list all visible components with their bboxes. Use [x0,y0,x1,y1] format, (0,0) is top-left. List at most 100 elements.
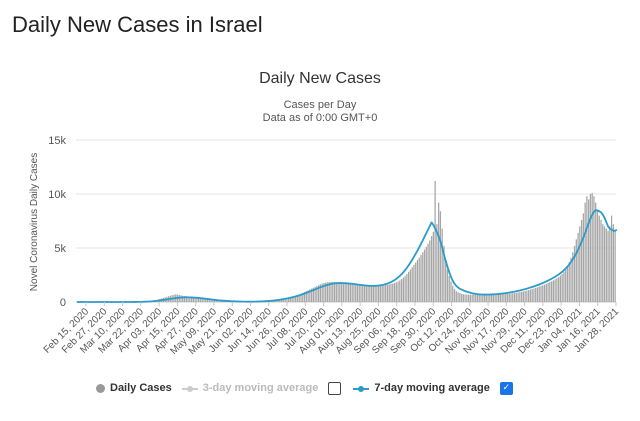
daily-cases-bar[interactable] [427,243,429,302]
daily-cases-bar[interactable] [296,295,299,302]
daily-cases-bar[interactable] [339,282,341,302]
daily-cases-bar[interactable] [542,285,544,302]
daily-cases-bar[interactable] [335,282,337,302]
daily-cases-bar[interactable] [439,211,442,302]
daily-cases-bar[interactable] [210,299,212,302]
seven-day-average-line[interactable] [76,209,618,303]
daily-cases-bar[interactable] [348,282,350,302]
daily-cases-bar[interactable] [452,285,454,302]
daily-cases-bar[interactable] [556,278,558,302]
daily-cases-bar[interactable] [332,281,334,302]
daily-cases-bar[interactable] [482,294,484,302]
daily-cases-bar[interactable] [367,285,369,302]
daily-cases-bar[interactable] [399,280,401,302]
daily-cases-bar[interactable] [566,266,569,302]
daily-cases-bar[interactable] [291,297,293,302]
daily-cases-bar[interactable] [469,294,472,302]
daily-cases-bar[interactable] [438,202,440,302]
daily-cases-bar[interactable] [609,226,611,302]
daily-cases-bar[interactable] [614,230,616,302]
daily-cases-bar[interactable] [549,282,551,302]
daily-cases-bar[interactable] [441,228,443,302]
daily-cases-bar[interactable] [554,279,556,302]
daily-cases-bar[interactable] [561,273,563,302]
daily-cases-bar[interactable] [547,282,549,302]
daily-cases-bar[interactable] [305,291,307,302]
daily-cases-bar[interactable] [510,293,512,302]
daily-cases-bar[interactable] [319,284,322,302]
daily-cases-bar[interactable] [573,245,576,302]
daily-cases-bar[interactable] [203,298,205,302]
daily-cases-bar[interactable] [483,294,486,302]
daily-cases-bar[interactable] [466,294,468,302]
daily-cases-bar[interactable] [492,294,494,302]
daily-cases-bar[interactable] [280,299,283,302]
daily-cases-bar[interactable] [517,292,519,302]
daily-cases-bar[interactable] [325,282,327,302]
daily-cases-bar[interactable] [346,282,348,302]
daily-cases-bar[interactable] [286,298,288,302]
daily-cases-bar[interactable] [522,291,524,302]
daily-cases-bar[interactable] [568,262,570,302]
daily-cases-bar[interactable] [370,285,373,302]
daily-cases-bar[interactable] [196,297,198,302]
daily-cases-bar[interactable] [503,294,505,302]
daily-cases-bar[interactable] [506,293,509,302]
daily-cases-bar[interactable] [192,297,194,302]
daily-cases-bar[interactable] [579,226,581,302]
daily-cases-bar[interactable] [326,282,329,302]
daily-cases-bar[interactable] [356,283,359,302]
daily-cases-bar[interactable] [298,294,300,302]
daily-cases-bar[interactable] [416,260,419,302]
daily-cases-bar[interactable] [558,277,560,302]
daily-cases-bar[interactable] [603,226,606,302]
daily-cases-bar[interactable] [430,236,433,302]
daily-cases-bar[interactable] [570,257,572,302]
daily-cases-bar[interactable] [605,228,607,302]
daily-cases-bar[interactable] [404,275,406,302]
daily-cases-bar[interactable] [425,246,427,302]
daily-cases-bar[interactable] [205,298,207,302]
daily-cases-bar[interactable] [490,294,493,302]
daily-cases-bar[interactable] [310,288,313,302]
daily-cases-bar[interactable] [520,291,523,302]
daily-cases-bar[interactable] [610,215,613,302]
daily-cases-bar[interactable] [282,299,284,302]
daily-cases-bar[interactable] [413,264,415,302]
daily-cases-bar[interactable] [328,282,330,302]
daily-cases-bar[interactable] [390,284,392,302]
daily-cases-bar[interactable] [505,293,507,302]
daily-cases-bar[interactable] [423,249,426,302]
daily-cases-bar[interactable] [535,287,537,302]
daily-cases-bar[interactable] [450,281,452,302]
daily-cases-bar[interactable] [302,292,304,302]
daily-cases-bar[interactable] [434,181,436,302]
daily-cases-bar[interactable] [584,202,586,302]
daily-cases-bar[interactable] [445,260,447,302]
daily-cases-bar[interactable] [309,289,311,302]
daily-cases-bar[interactable] [485,294,487,302]
daily-cases-bar[interactable] [420,255,422,302]
daily-cases-bar[interactable] [596,210,599,302]
daily-cases-bar[interactable] [277,300,279,302]
daily-cases-bar[interactable] [397,281,399,302]
daily-cases-bar[interactable] [524,290,526,302]
legend-7day-average[interactable]: 7-day moving average [353,382,490,394]
daily-cases-bar[interactable] [602,224,604,302]
daily-cases-bar[interactable] [591,192,593,302]
daily-cases-bar[interactable] [589,194,592,302]
daily-cases-bar[interactable] [323,282,325,302]
daily-cases-bar[interactable] [519,292,521,302]
daily-cases-bar[interactable] [536,287,539,302]
daily-cases-bar[interactable] [321,283,323,302]
daily-cases-bar[interactable] [508,293,510,302]
daily-cases-bar[interactable] [194,297,196,302]
daily-cases-bar[interactable] [475,294,477,302]
daily-cases-bar[interactable] [400,279,403,302]
daily-cases-bar[interactable] [595,202,597,302]
daily-cases-bar[interactable] [607,230,609,302]
toggle-7day-average-checkbox[interactable]: ✓ [499,381,513,395]
daily-cases-bar[interactable] [582,213,584,302]
daily-cases-bar[interactable] [215,299,217,302]
daily-cases-bar[interactable] [496,294,498,302]
